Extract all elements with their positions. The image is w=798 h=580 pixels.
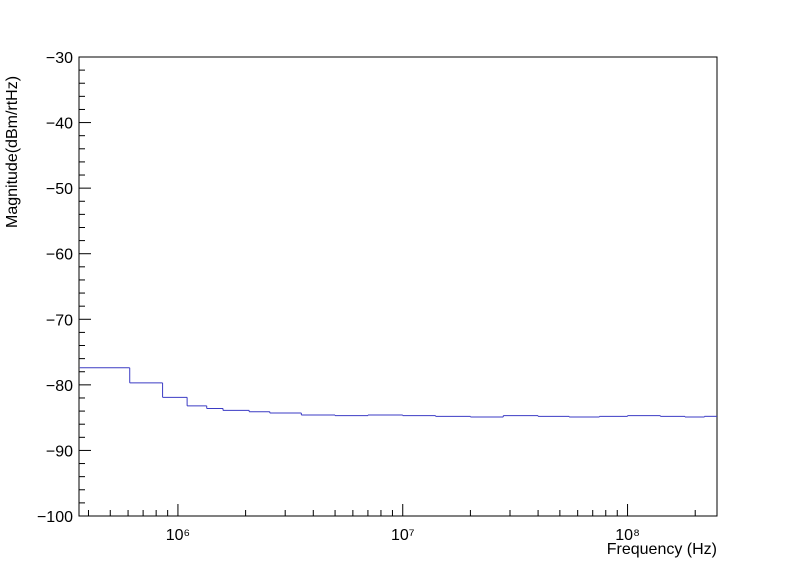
y-tick-label: −70 [46,312,73,329]
y-tick-label: −100 [37,509,73,526]
y-tick-label: −90 [46,443,73,460]
x-tick-label: 10⁸ [615,527,640,544]
plot-frame [78,56,718,517]
y-tick-label: −30 [46,50,73,67]
y-tick-label: −80 [46,378,73,395]
x-axis-label: Frequency (Hz) [607,541,717,558]
y-tick-label: −60 [46,247,73,264]
y-tick-label: −50 [46,181,73,198]
y-tick-label: −40 [46,116,73,133]
x-tick-label: 10⁷ [391,527,415,544]
x-tick-label: 10⁶ [166,527,190,544]
y-axis-label: Magnitude(dBm/rtHz) [4,76,21,228]
